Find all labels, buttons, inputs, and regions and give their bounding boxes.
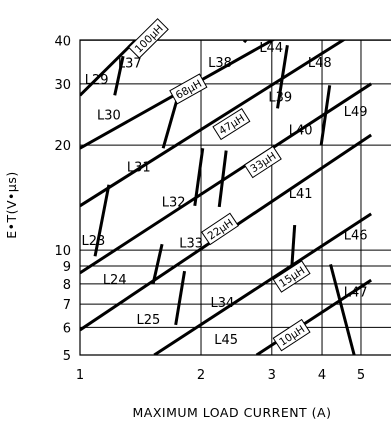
inductance-label-box (201, 212, 239, 246)
region-label: L25 (137, 313, 161, 328)
region-label: L39 (268, 90, 292, 105)
region-divider (276, 45, 289, 109)
x-axis-title: MAXIMUM LOAD CURRENT (A) (133, 405, 332, 420)
y-tick-label: 5 (63, 349, 71, 364)
inductance-label-box (212, 107, 251, 141)
region-label: L40 (289, 123, 313, 138)
region-label: L33 (179, 237, 203, 252)
y-tick-label: 40 (54, 34, 71, 49)
x-tick-label: 3 (268, 368, 276, 383)
y-tick-label: 20 (54, 139, 71, 154)
region-label: L41 (289, 187, 313, 202)
x-tick-label: 4 (318, 368, 326, 383)
region-label: L47 (344, 286, 368, 301)
inductance-label-box (169, 73, 208, 105)
region-label: L23 (82, 234, 106, 249)
region-divider (113, 55, 125, 96)
region-divider (242, 40, 248, 44)
inductance-label: 33µH (243, 145, 282, 179)
region-label: L49 (344, 105, 368, 120)
region-divider (329, 263, 356, 355)
x-tick-label: 2 (197, 368, 205, 383)
inductance-label-box (243, 145, 282, 179)
inductance-label: 10µH (272, 318, 311, 352)
region-divider (319, 85, 332, 146)
region-label: L48 (308, 56, 332, 71)
x-tick-label: 5 (357, 368, 365, 383)
y-tick-label: 9 (63, 260, 71, 275)
grid-lines (79, 39, 391, 356)
y-axis-title: E•T(V•µs) (4, 171, 19, 239)
region-label: L32 (162, 195, 186, 210)
region-divider (151, 243, 164, 285)
region-label: L46 (344, 228, 368, 243)
region-divider (174, 270, 187, 326)
y-tick-labels: 5 6 7 8 910 20 30 40 (54, 34, 71, 364)
region-label: L31 (127, 160, 151, 175)
x-tick-labels: 1 2 3 4 5 (76, 368, 365, 383)
region-label: L38 (208, 56, 232, 71)
y-tick-label: 6 (63, 321, 71, 336)
inductance-line (153, 212, 372, 355)
x-tick-label: 1 (76, 368, 84, 383)
inductance-label-box (128, 18, 169, 59)
region-divider (193, 148, 205, 207)
inductance-label-box (272, 260, 311, 293)
inductance-label: 47µH (212, 107, 251, 141)
inductance-line (80, 82, 372, 275)
region-divider (217, 150, 228, 208)
inductance-label: 100µH (128, 18, 169, 59)
region-label: L30 (97, 108, 121, 123)
plot-frame (79, 39, 391, 356)
y-tick-label: 7 (63, 298, 71, 313)
region-dividers (93, 40, 356, 355)
region-label: L29 (85, 73, 109, 88)
region-label: L24 (103, 273, 127, 288)
y-tick-label: 10 (54, 244, 71, 259)
region-label: L44 (259, 41, 283, 56)
region-label: L37 (118, 57, 142, 72)
region-label: L34 (210, 296, 234, 311)
inductance-label-box (272, 318, 311, 352)
region-labels: L29 L37 L38 L44 L48 L30 L39 L49 L40 L31 L32 L41 L46 L… (82, 41, 368, 348)
region-label: L45 (214, 333, 238, 348)
y-tick-label: 8 (63, 278, 71, 293)
region-divider (93, 184, 111, 257)
y-tick-label: 30 (54, 78, 71, 93)
inductance-label: 22µH (201, 212, 239, 246)
inductance-line (80, 40, 347, 208)
